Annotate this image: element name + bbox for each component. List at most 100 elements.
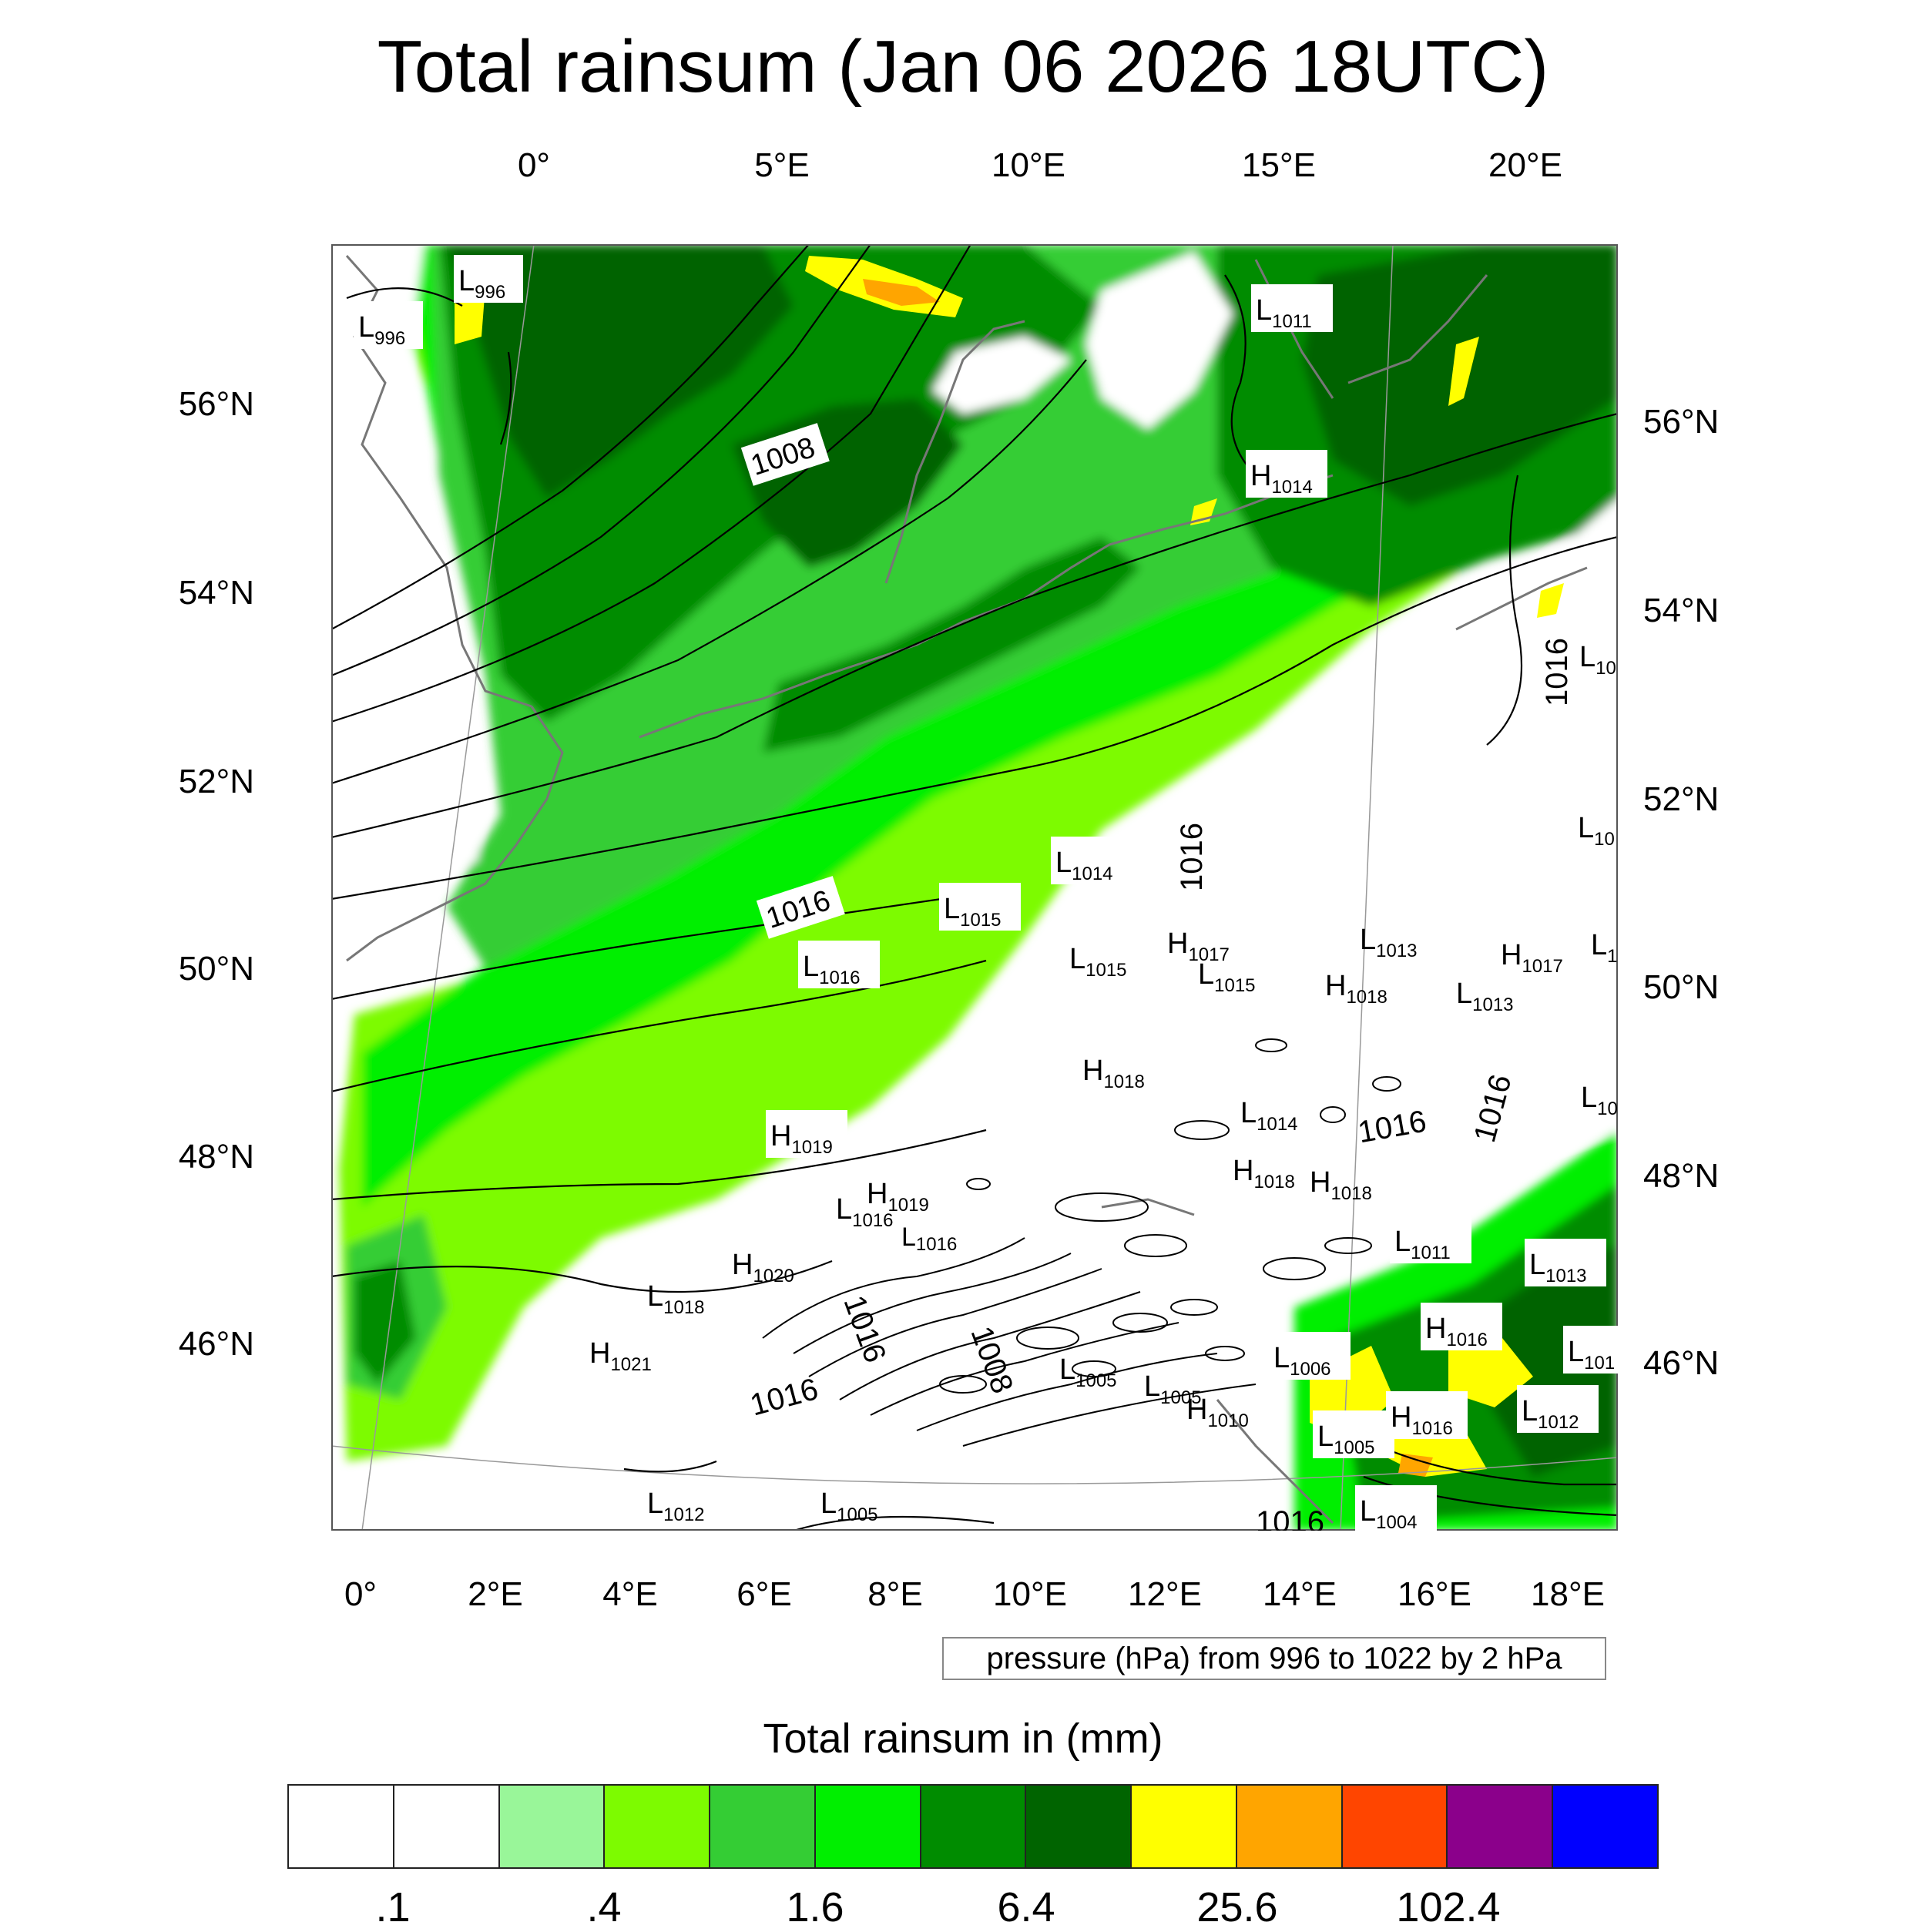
colorbar-label: 25.6 (1196, 1884, 1278, 1930)
svg-text:H1016: H1016 (1425, 1313, 1488, 1350)
svg-text:H1020: H1020 (732, 1249, 794, 1286)
top-lon-label: 0° (517, 146, 551, 184)
svg-text:H1018: H1018 (1233, 1155, 1295, 1192)
top-lon-label: 5°E (754, 146, 810, 184)
svg-text:H1017: H1017 (1167, 927, 1230, 965)
pressure-label: H1021 (589, 1337, 652, 1375)
svg-text:L10: L10 (1578, 812, 1615, 850)
svg-text:L1012: L1012 (1522, 1395, 1579, 1433)
svg-text:H1016: H1016 (1391, 1401, 1453, 1439)
pressure-label: H1020 (732, 1249, 794, 1286)
rain-map: L996 L996 L1011 H1014 1008 1016 L1014 L1… (331, 244, 1618, 1531)
svg-text:L1015: L1015 (1198, 958, 1256, 996)
svg-text:H1010: H1010 (1186, 1394, 1249, 1431)
isobar-label: 1016 (1540, 638, 1574, 706)
pressure-label: H1017 (1167, 927, 1230, 965)
pressure-label: L1012 (643, 1478, 724, 1525)
svg-text:L1004: L1004 (1360, 1495, 1418, 1531)
pressure-label: L1013 (1525, 1239, 1606, 1286)
colorbar-swatch (1342, 1786, 1448, 1867)
svg-text:L996: L996 (458, 265, 505, 303)
colorbar-swatch (815, 1786, 921, 1867)
pressure-label: L10 (1579, 641, 1616, 679)
bottom-lon-label: 12°E (1128, 1575, 1202, 1613)
svg-text:L101: L101 (1568, 1336, 1615, 1374)
svg-text:L1018: L1018 (647, 1280, 705, 1318)
pressure-label: H1018 (1078, 1045, 1159, 1092)
coastlines (345, 255, 1588, 1524)
svg-text:L1011: L1011 (1256, 294, 1312, 332)
bottom-lon-label: 4°E (602, 1575, 658, 1613)
colorbar-label: .4 (586, 1884, 622, 1930)
colorbar-swatch (1236, 1786, 1343, 1867)
pressure-label: L1016 (836, 1193, 894, 1231)
svg-text:L10: L10 (1581, 1082, 1618, 1119)
pressure-label: L1011 (1390, 1216, 1471, 1263)
left-lat-label: 54°N (178, 574, 254, 612)
right-lat-label: 48°N (1643, 1157, 1720, 1195)
svg-text:L1005: L1005 (820, 1488, 878, 1525)
bottom-lon-label: 8°E (867, 1575, 923, 1613)
svg-text:L1016: L1016 (901, 1223, 957, 1255)
pressure-label: L1015 (1065, 933, 1146, 981)
svg-text:1016: 1016 (1540, 638, 1574, 706)
bottom-lon-label: 2°E (468, 1575, 523, 1613)
left-lat-label: 48°N (178, 1138, 254, 1176)
svg-text:L1016: L1016 (803, 951, 861, 988)
colorbar-label: 1.6 (786, 1884, 844, 1930)
pressure-label: H1019 (766, 1110, 847, 1158)
pressure-label: L1018 (647, 1280, 705, 1318)
svg-text:H1018: H1018 (1082, 1055, 1145, 1092)
pressure-label: L1016 (901, 1223, 957, 1255)
colorbar-swatch (710, 1786, 816, 1867)
pressure-label: L1011 (1251, 284, 1333, 332)
svg-text:H1019: H1019 (770, 1120, 833, 1158)
pressure-label: L1014 (1240, 1097, 1298, 1135)
svg-text:H1014: H1014 (1250, 460, 1313, 498)
svg-text:L1005: L1005 (1317, 1420, 1375, 1458)
colorbar-swatch (394, 1786, 500, 1867)
pressure-label: L1 (1591, 929, 1618, 967)
top-lon-label: 20°E (1488, 146, 1562, 184)
bottom-lon-label: 10°E (993, 1575, 1067, 1613)
pressure-label: L1013 (1360, 924, 1418, 961)
colorbar-title: Total rainsum in (mm) (763, 1716, 1163, 1762)
pressure-label: H1016 (1386, 1391, 1468, 1439)
colorbar-swatch (1553, 1786, 1657, 1867)
pressure-label: H1018 (1325, 970, 1387, 1008)
colorbar-label: .1 (375, 1884, 411, 1930)
pressure-label: H1018 (1310, 1166, 1372, 1204)
bottom-lon-label: 0° (344, 1575, 377, 1613)
pressure-label: L1005 (1313, 1410, 1394, 1458)
pressure-info-box: pressure (hPa) from 996 to 1022 by 2 hPa (942, 1637, 1606, 1680)
svg-text:L1005: L1005 (1059, 1353, 1117, 1391)
pressure-label: L1005 (820, 1488, 878, 1525)
svg-text:L1011: L1011 (1394, 1226, 1451, 1263)
pressure-label: L1005 (1144, 1370, 1202, 1408)
pressure-label: H1016 (1421, 1303, 1502, 1350)
left-lat-label: 52°N (178, 763, 254, 800)
right-lat-label: 50°N (1643, 968, 1720, 1006)
svg-text:H1017: H1017 (1501, 939, 1563, 977)
colorbar-swatch (605, 1786, 711, 1867)
pressure-label: L10 (1581, 1082, 1618, 1119)
svg-text:L10: L10 (1579, 641, 1616, 679)
right-lat-label: 46°N (1643, 1344, 1720, 1382)
svg-text:L1015: L1015 (1069, 943, 1127, 981)
pressure-label: H1014 (1246, 450, 1327, 498)
pressure-label: L10 (1578, 812, 1615, 850)
isobar-label: 1016 (1256, 1505, 1324, 1531)
svg-text:H1018: H1018 (1325, 970, 1387, 1008)
svg-text:L1: L1 (1591, 929, 1618, 967)
pressure-label: L101 (1563, 1326, 1618, 1374)
svg-text:L996: L996 (358, 311, 405, 349)
right-lat-label: 52°N (1643, 780, 1720, 818)
colorbar-swatch (499, 1786, 606, 1867)
left-lat-label: 46°N (178, 1325, 254, 1363)
svg-text:L1016: L1016 (836, 1193, 894, 1231)
isobar-label: 1016 (756, 876, 845, 939)
pressure-label: L1015 (1198, 958, 1256, 996)
pressure-label: L1004 (1355, 1485, 1437, 1531)
pressure-label: L1015 (939, 883, 1021, 931)
pressure-label: H1010 (1186, 1394, 1249, 1431)
